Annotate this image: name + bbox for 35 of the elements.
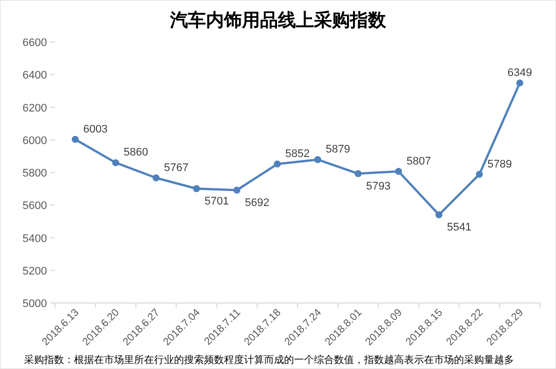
y-tick-label: 5800 xyxy=(22,168,47,180)
point xyxy=(152,174,160,182)
data-label: 5852 xyxy=(285,148,310,160)
y-tick-label: 6400 xyxy=(22,70,47,82)
point xyxy=(274,160,281,168)
y-tick-label: 5400 xyxy=(22,232,47,245)
point xyxy=(72,136,79,143)
y-tick-label: 5200 xyxy=(22,265,47,278)
data-label: 5692 xyxy=(244,197,270,210)
y-tick-label: 5600 xyxy=(22,200,47,212)
data-label: 5541 xyxy=(446,222,472,234)
point xyxy=(516,79,524,86)
point xyxy=(192,185,200,192)
y-tick-label: 6000 xyxy=(22,134,47,147)
text: 采购指数：根据在市场里所在行业的搜索频数程度计算而成的一个综合数值，指数越高表示在市场的采购量越多 xyxy=(24,354,514,366)
point xyxy=(314,156,322,164)
data-label: 5793 xyxy=(366,180,391,193)
y-tick-label: 6200 xyxy=(22,102,47,114)
point xyxy=(112,159,120,166)
chart-title: 汽车内饰用品线上采购指数 xyxy=(169,10,387,31)
data-label: 5767 xyxy=(164,162,189,174)
data-label: 5789 xyxy=(487,158,512,170)
point xyxy=(354,170,362,178)
data-label: 5807 xyxy=(406,155,432,168)
point xyxy=(395,168,402,175)
y-tick-label: 5000 xyxy=(22,298,47,310)
point xyxy=(476,170,483,178)
data-label: 5701 xyxy=(204,196,229,208)
data-label: 6003 xyxy=(83,123,108,136)
point xyxy=(435,211,442,218)
point xyxy=(233,186,240,194)
data-label: 5879 xyxy=(326,144,350,156)
data-label: 6349 xyxy=(508,66,532,79)
data-label: 5860 xyxy=(124,146,148,159)
y-tick-label: 6600 xyxy=(22,37,47,49)
